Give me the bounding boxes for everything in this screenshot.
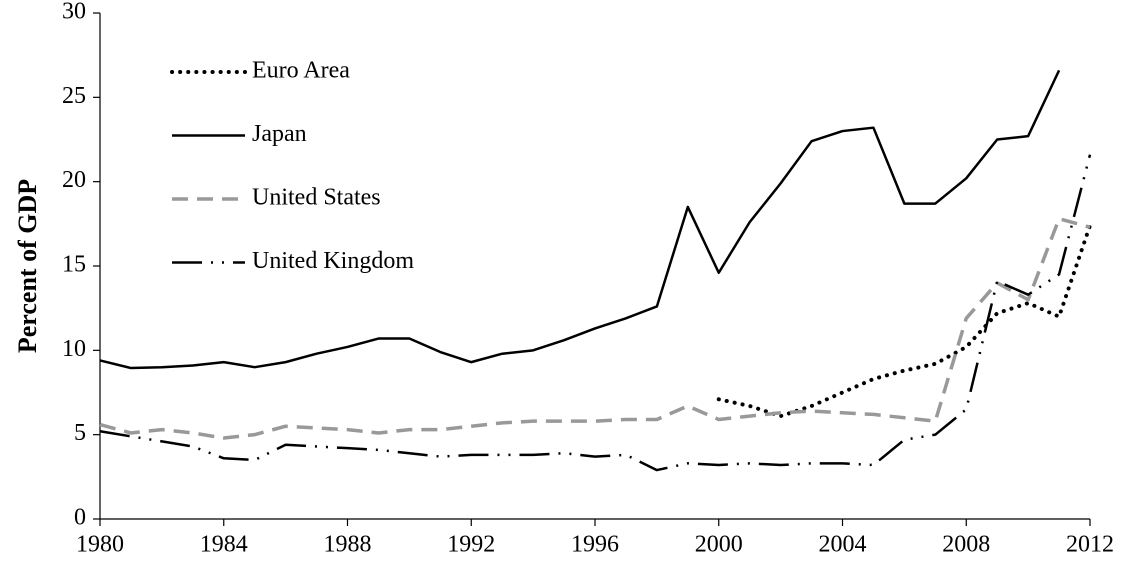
- x-tick-label: 1988: [324, 532, 372, 558]
- legend-label: Euro Area: [252, 58, 350, 84]
- y-tick-label: 5: [74, 420, 86, 446]
- y-tick-label: 10: [62, 336, 86, 362]
- y-tick-label: 20: [62, 167, 86, 193]
- y-tick-label: 15: [62, 252, 86, 278]
- y-tick-label: 30: [62, 0, 86, 25]
- y-tick-label: 25: [62, 83, 86, 109]
- series-line: [716, 223, 1092, 419]
- x-tick-label: 1996: [571, 532, 619, 558]
- series-line: [99, 69, 1061, 370]
- x-tick-label: 1984: [200, 532, 248, 558]
- y-axis-label: Percent of GDP: [13, 179, 42, 353]
- legend-label: Japan: [252, 121, 307, 147]
- x-tick-label: 2008: [942, 532, 990, 558]
- x-tick-label: 2012: [1066, 532, 1114, 558]
- y-tick-label: 0: [74, 505, 86, 531]
- legend-label: United Kingdom: [252, 248, 414, 274]
- legend-label: United States: [252, 185, 381, 211]
- x-tick-label: 2004: [819, 532, 867, 558]
- x-tick-label: 1992: [447, 532, 495, 558]
- x-tick-label: 1980: [76, 532, 124, 558]
- x-tick-label: 2000: [695, 532, 743, 558]
- series-line: [99, 154, 1092, 472]
- series-line: [99, 217, 1091, 440]
